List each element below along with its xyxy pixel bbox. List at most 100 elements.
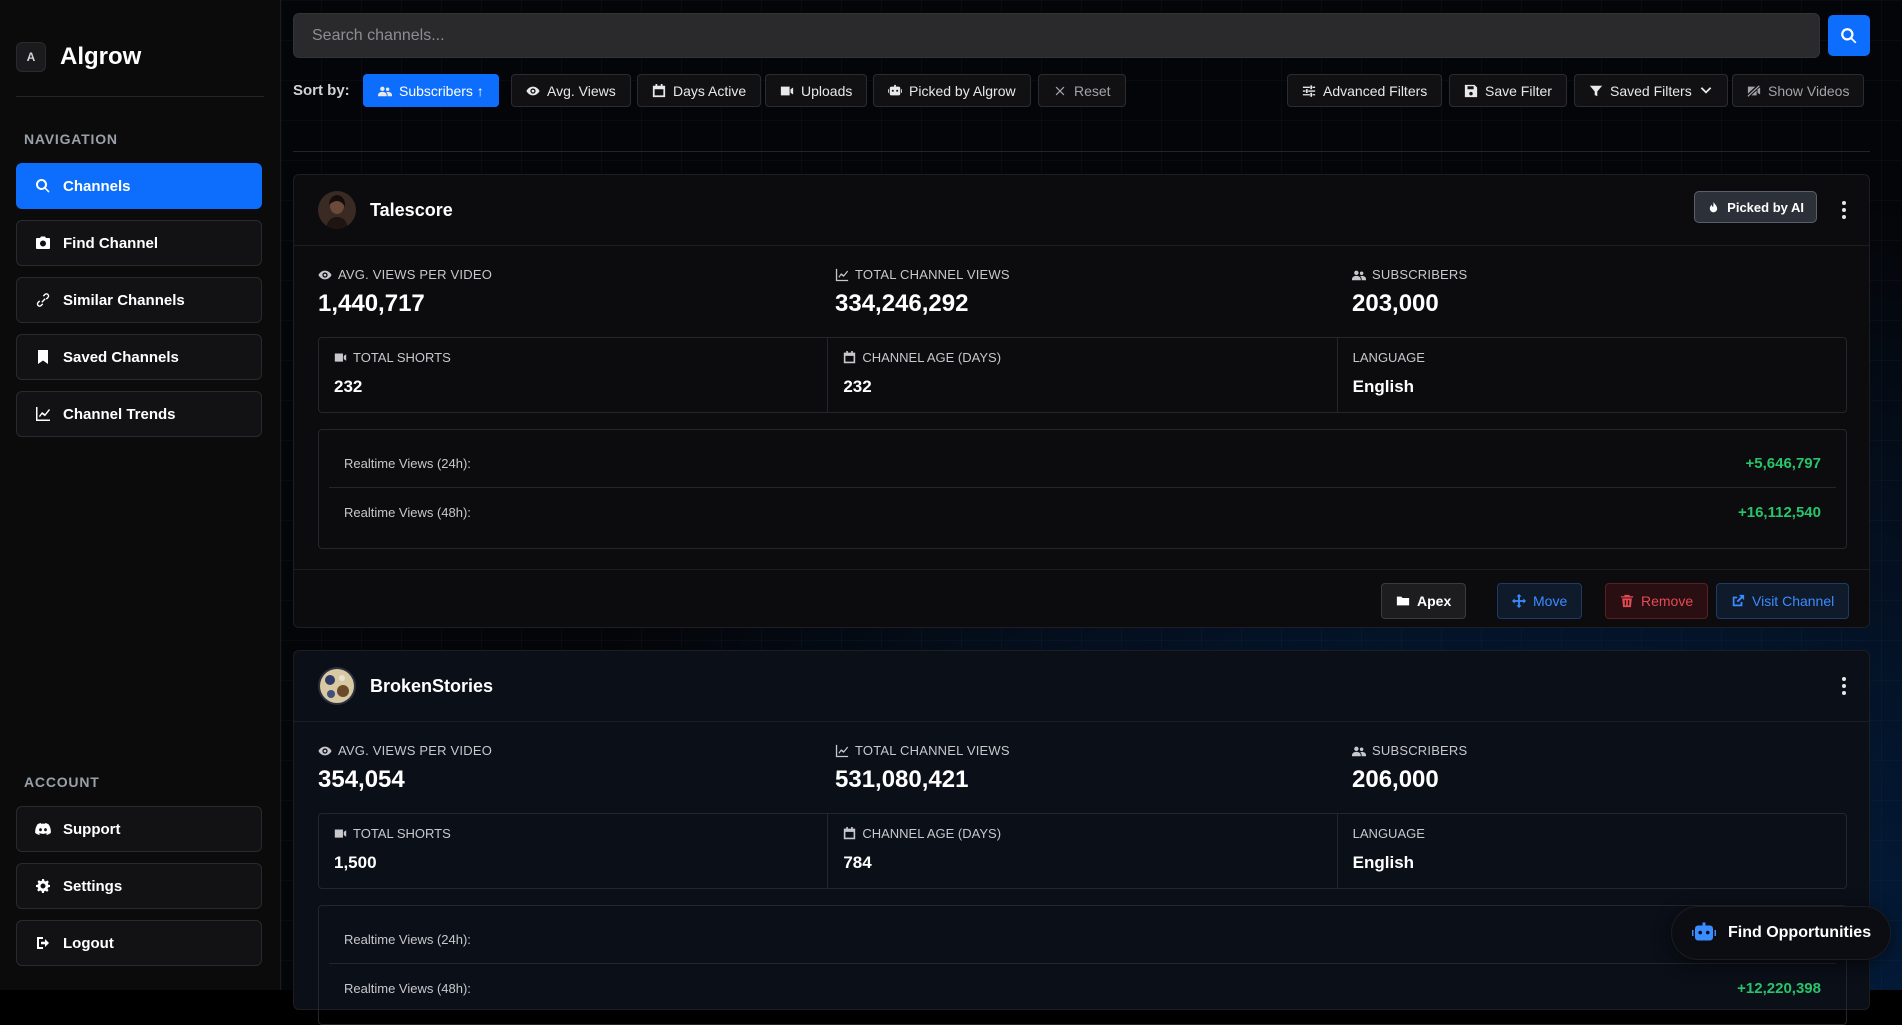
- video-icon: [334, 829, 347, 838]
- detail-grid: TOTAL SHORTS 232 CHANNEL AGE (DAYS) 232 …: [318, 337, 1847, 413]
- detail-channel-age: CHANNEL AGE (DAYS) 784: [828, 814, 1338, 888]
- sidebar-item-settings[interactable]: Settings: [16, 863, 262, 909]
- sidebar-item-similar-channels[interactable]: Similar Channels: [16, 277, 262, 323]
- cell-value: English: [1352, 853, 1415, 872]
- cell-label: TOTAL SHORTS: [353, 350, 451, 365]
- sidebar-item-label: Logout: [63, 934, 114, 952]
- stat-value: 203,000: [1352, 290, 1439, 317]
- channel-avatar[interactable]: [318, 667, 356, 705]
- channel-name[interactable]: Talescore: [370, 200, 453, 220]
- link-icon: [36, 293, 50, 307]
- action-label: Apex: [1417, 593, 1452, 609]
- sidebar-item-label: Channel Trends: [63, 405, 176, 423]
- sidebar-item-saved-channels[interactable]: Saved Channels: [16, 334, 262, 380]
- sort-option-label: Subscribers ↑: [399, 82, 484, 99]
- action-label: Visit Channel: [1752, 593, 1835, 609]
- remove-button[interactable]: Remove: [1605, 583, 1709, 619]
- nav-section-label: NAVIGATION: [24, 131, 118, 147]
- channel-card-actions: Apex Move Remove Visit Channel: [294, 569, 1869, 628]
- app-logo-icon: A: [16, 42, 46, 72]
- detail-total-shorts: TOTAL SHORTS 232: [319, 338, 829, 412]
- brand[interactable]: A Algrow: [16, 42, 141, 72]
- folder-icon: [1396, 596, 1410, 606]
- realtime-views: Realtime Views (24h): Realtime Views (48…: [318, 905, 1847, 1025]
- sort-uploads-button[interactable]: Uploads: [765, 74, 868, 107]
- sort-reset-button[interactable]: Reset: [1038, 74, 1126, 107]
- detail-channel-age: CHANNEL AGE (DAYS) 232: [828, 338, 1338, 412]
- move-button[interactable]: Move: [1497, 583, 1583, 619]
- chart-line-icon: [835, 744, 849, 757]
- badge-label: Picked by AI: [1727, 199, 1804, 215]
- sort-subscribers-button[interactable]: Subscribers ↑: [363, 74, 499, 107]
- calendar-icon: [844, 351, 856, 364]
- divider: [293, 151, 1870, 152]
- sidebar-item-channels[interactable]: Channels: [16, 163, 262, 209]
- picked-by-ai-badge[interactable]: Picked by AI: [1694, 191, 1817, 223]
- video-slash-icon: [1747, 84, 1761, 97]
- more-options-icon[interactable]: [1841, 201, 1847, 221]
- detail-language: LANGUAGE English: [1338, 814, 1846, 888]
- search-input[interactable]: [294, 14, 1819, 57]
- sidebar-item-channel-trends[interactable]: Channel Trends: [16, 391, 262, 437]
- sort-days-active-button[interactable]: Days Active: [637, 74, 762, 107]
- sort-picked-by-algrow-button[interactable]: Picked by Algrow: [873, 74, 1031, 107]
- cell-value: 1,500: [334, 853, 377, 872]
- stat-label: SUBSCRIBERS: [1372, 267, 1468, 282]
- folder-apex-button[interactable]: Apex: [1381, 583, 1467, 619]
- avatar-image-icon: [318, 667, 356, 705]
- cell-label: CHANNEL AGE (DAYS): [862, 826, 1002, 841]
- x-icon: [1055, 86, 1065, 95]
- channel-card-header: BrokenStories: [294, 651, 1869, 722]
- cell-value: 784: [843, 853, 872, 872]
- search-button[interactable]: [1828, 15, 1870, 56]
- sidebar-item-support[interactable]: Support: [16, 806, 262, 852]
- visit-channel-button[interactable]: Visit Channel: [1716, 583, 1850, 619]
- eye-icon: [318, 270, 332, 279]
- saved-filters-dropdown[interactable]: Saved Filters: [1574, 74, 1728, 107]
- channel-avatar[interactable]: [318, 191, 356, 229]
- realtime-24h-row: Realtime Views (24h):: [329, 916, 1836, 964]
- detail-grid: TOTAL SHORTS 1,500 CHANNEL AGE (DAYS) 78…: [318, 813, 1847, 889]
- detail-total-shorts: TOTAL SHORTS 1,500: [319, 814, 829, 888]
- cell-label: LANGUAGE: [1352, 350, 1425, 365]
- cell-label: LANGUAGE: [1352, 826, 1425, 841]
- chart-line-icon: [835, 268, 849, 281]
- show-videos-button[interactable]: Show Videos: [1732, 74, 1865, 107]
- sidebar-item-logout[interactable]: Logout: [16, 920, 262, 966]
- stat-value: 206,000: [1352, 766, 1439, 793]
- cell-label: TOTAL SHORTS: [353, 826, 451, 841]
- main-content: Sort by: Subscribers ↑ Avg. Views Days A…: [281, 0, 1902, 1025]
- realtime-value: +16,112,540: [1737, 503, 1821, 521]
- stat-avg-views: AVG. VIEWS PER VIDEO 354,054: [318, 743, 492, 794]
- realtime-48h-row: Realtime Views (48h): +16,112,540: [329, 488, 1836, 536]
- stat-label: AVG. VIEWS PER VIDEO: [338, 743, 493, 758]
- channel-name[interactable]: BrokenStories: [370, 676, 494, 696]
- channel-card: Talescore Picked by AI AVG. VIEWS PER VI…: [293, 174, 1870, 628]
- sidebar-item-label: Settings: [63, 877, 123, 895]
- realtime-label: Realtime Views (48h):: [344, 504, 471, 520]
- avatar-image-icon: [318, 191, 356, 229]
- advanced-filters-button[interactable]: Advanced Filters: [1287, 74, 1443, 107]
- trash-icon: [1620, 594, 1634, 608]
- channel-card: BrokenStories AVG. VIEWS PER VIDEO 354,0…: [293, 650, 1870, 1025]
- action-label: Remove: [1641, 593, 1694, 609]
- sort-avg-views-button[interactable]: Avg. Views: [511, 74, 631, 107]
- realtime-48h-row: Realtime Views (48h): +12,220,398: [329, 964, 1836, 1012]
- sidebar-item-label: Channels: [63, 177, 131, 195]
- cell-value: 232: [843, 377, 872, 396]
- more-options-icon[interactable]: [1841, 677, 1847, 697]
- users-icon: [378, 86, 392, 96]
- calendar-icon: [652, 83, 666, 97]
- chart-line-icon: [36, 407, 50, 421]
- users-icon: [1352, 270, 1366, 280]
- cell-value: 232: [334, 377, 363, 396]
- save-filter-button[interactable]: Save Filter: [1449, 74, 1567, 107]
- bookmark-icon: [38, 350, 48, 364]
- find-opportunities-button[interactable]: Find Opportunities: [1672, 907, 1890, 959]
- stat-avg-views: AVG. VIEWS PER VIDEO 1,440,717: [318, 267, 492, 318]
- robot-icon: [888, 84, 902, 95]
- gear-icon: [36, 879, 50, 893]
- detail-language: LANGUAGE English: [1338, 338, 1846, 412]
- discord-icon: [35, 823, 51, 835]
- sidebar-item-find-channel[interactable]: Find Channel: [16, 220, 262, 266]
